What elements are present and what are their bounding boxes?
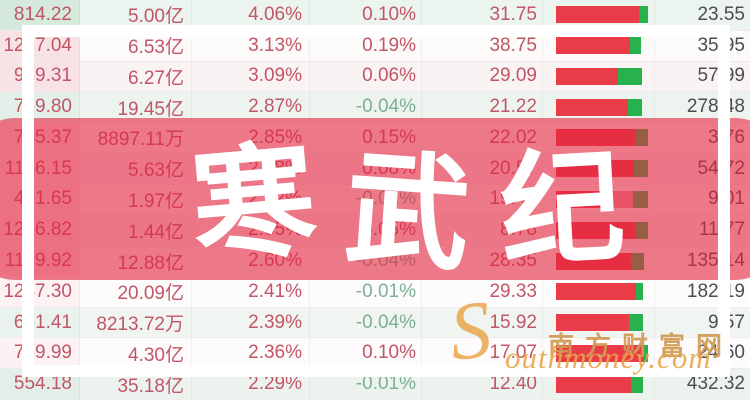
value-cell: 15.92 xyxy=(422,307,543,338)
bar-green-segment xyxy=(636,283,644,301)
turnover-cell: 20.09亿 xyxy=(80,276,192,307)
market-value-cell: 182.19 xyxy=(686,280,745,302)
watermark-s-swirl: S xyxy=(445,283,496,378)
buy-sell-ratio-bar xyxy=(556,314,648,332)
bar-red-segment xyxy=(556,344,645,362)
value-cell: 12.40 xyxy=(422,369,543,399)
ratio-bar-cell xyxy=(543,369,655,399)
table-row[interactable]: 814.22 5.00亿 4.06% 0.10% 31.75 23.55 xyxy=(0,0,750,31)
ratio-bar-cell xyxy=(543,30,655,61)
value-cell: 29.09 xyxy=(422,61,543,92)
table-row[interactable]: 759.99 4.30亿 2.36% 0.10% 17.07 24.60 xyxy=(0,338,750,370)
ratio-bar-cell xyxy=(543,338,655,369)
turnover-cell: 4.30亿 xyxy=(80,338,192,369)
turnover-cell: 6.27亿 xyxy=(80,61,192,92)
table-row[interactable]: 1247.30 20.09亿 2.41% -0.01% 29.33 182.19 xyxy=(0,276,750,308)
ratio-bar-cell xyxy=(543,92,655,123)
ratio-bar-cell xyxy=(543,276,655,307)
bar-green-segment xyxy=(628,314,644,332)
change-pct-cell: 2.36% xyxy=(192,338,310,369)
market-value-cell: 278.48 xyxy=(686,96,745,118)
change-pct-cell: 2.29% xyxy=(192,369,310,399)
bar-red-segment xyxy=(556,283,637,301)
secondary-pct-cell: 0.10% xyxy=(310,0,422,30)
market-value-cell: 23.55 xyxy=(697,3,745,25)
bar-green-segment xyxy=(629,37,641,55)
market-value-cell: 432.32 xyxy=(686,373,745,395)
change-pct-cell: 2.41% xyxy=(192,276,310,307)
ratio-bar-cell xyxy=(543,307,655,338)
buy-sell-ratio-bar xyxy=(556,37,648,55)
price-cell: 651.41 xyxy=(0,307,80,338)
page-title: 寒 武 纪 xyxy=(186,131,628,286)
ratio-bar-cell xyxy=(543,61,655,92)
buy-sell-ratio-bar xyxy=(556,375,648,393)
price-cell: 1247.30 xyxy=(0,276,80,307)
value-cell: 31.75 xyxy=(422,0,543,30)
value-cell: 21.22 xyxy=(422,92,543,123)
bar-red-segment xyxy=(556,67,618,85)
secondary-pct-cell: -0.01% xyxy=(310,369,422,399)
title-char-2: 武 xyxy=(340,139,475,287)
secondary-pct-cell: -0.04% xyxy=(310,92,422,123)
change-pct-cell: 4.06% xyxy=(192,0,310,30)
change-pct-cell: 2.87% xyxy=(192,92,310,123)
bar-red-segment xyxy=(556,37,630,55)
buy-sell-ratio-bar xyxy=(556,344,648,362)
turnover-cell: 5.00亿 xyxy=(80,0,192,30)
bar-green-segment xyxy=(638,6,648,24)
bar-red-segment xyxy=(556,375,632,393)
turnover-cell: 19.45亿 xyxy=(80,92,192,123)
turnover-cell: 6.53亿 xyxy=(80,30,192,61)
price-cell: 814.22 xyxy=(0,0,80,30)
bar-red-segment xyxy=(556,6,639,24)
bar-green-segment xyxy=(631,375,644,393)
white-frame-border xyxy=(22,25,730,377)
bar-green-segment xyxy=(627,98,643,116)
bar-red-segment xyxy=(556,314,629,332)
value-cell: 38.75 xyxy=(422,30,543,61)
secondary-pct-cell: 0.19% xyxy=(310,30,422,61)
table-row[interactable]: 651.41 8213.72万 2.39% -0.04% 15.92 9.57 xyxy=(0,307,750,339)
ratio-bar-cell xyxy=(543,0,655,30)
buy-sell-ratio-bar xyxy=(556,67,648,85)
secondary-pct-cell: -0.01% xyxy=(310,276,422,307)
secondary-pct-cell: -0.04% xyxy=(310,307,422,338)
bar-green-segment xyxy=(617,67,642,85)
title-char-1: 寒 xyxy=(186,130,322,280)
change-pct-cell: 3.09% xyxy=(192,61,310,92)
title-char-3: 纪 xyxy=(496,137,628,283)
pink-highlight-band xyxy=(0,118,750,280)
turnover-cell: 8213.72万 xyxy=(80,307,192,338)
buy-sell-ratio-bar xyxy=(556,6,648,24)
change-pct-cell: 2.39% xyxy=(192,307,310,338)
bar-red-segment xyxy=(556,98,628,116)
bar-green-segment xyxy=(644,344,648,362)
buy-sell-ratio-bar xyxy=(556,283,648,301)
watermark-site-name-cn: 南方财富网 xyxy=(548,331,734,361)
watermark-site-name-en: outhmoney.com xyxy=(505,340,712,375)
secondary-pct-cell: 0.10% xyxy=(310,338,422,369)
value-cell: 17.07 xyxy=(422,338,543,369)
table-row[interactable]: 959.31 6.27亿 3.09% 0.06% 29.09 57.99 xyxy=(0,61,750,93)
value-cell: 29.33 xyxy=(422,276,543,307)
secondary-pct-cell: 0.06% xyxy=(310,61,422,92)
change-pct-cell: 3.13% xyxy=(192,30,310,61)
turnover-cell: 35.18亿 xyxy=(80,369,192,399)
buy-sell-ratio-bar xyxy=(556,98,648,116)
